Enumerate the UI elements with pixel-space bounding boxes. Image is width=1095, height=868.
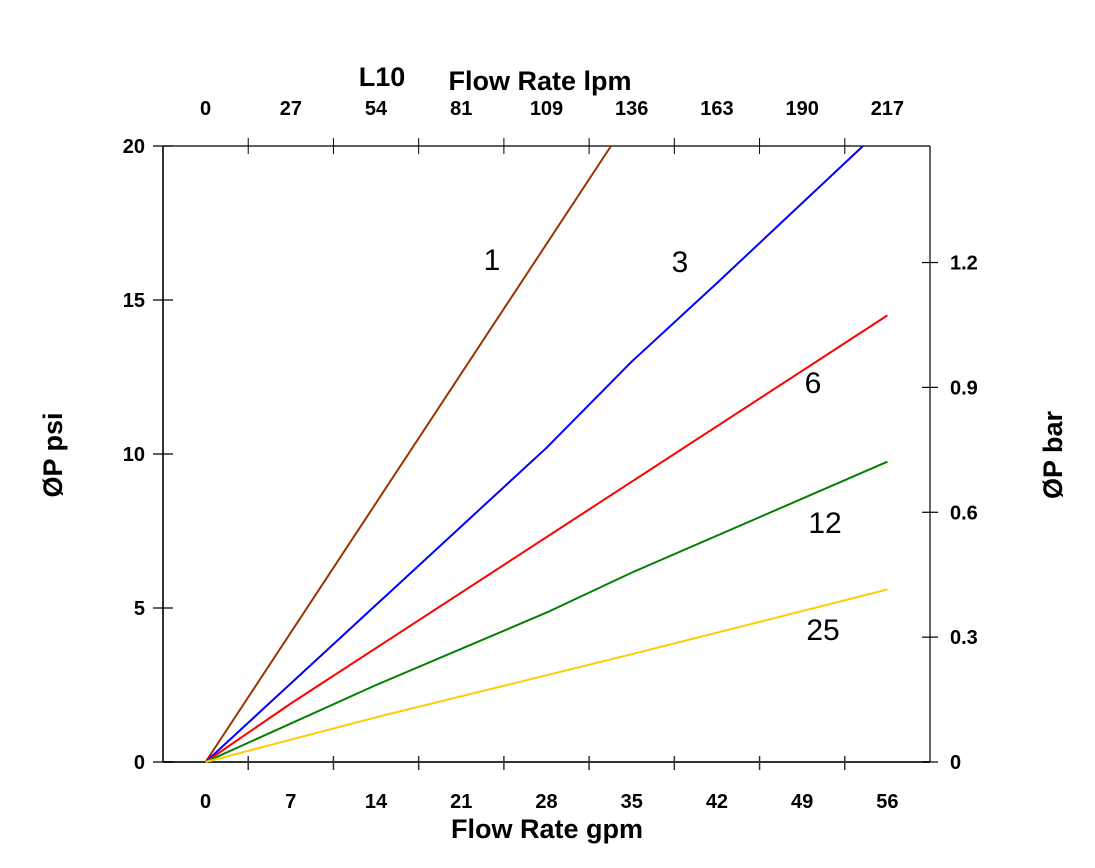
series-label-25: 25 bbox=[806, 614, 839, 647]
right-tick-label: 0.6 bbox=[950, 502, 978, 524]
series-line-25 bbox=[205, 588, 888, 763]
top-tick-label: 217 bbox=[871, 98, 904, 120]
right-tick-label: 0.9 bbox=[950, 377, 978, 399]
right-axis-title: ØP bar bbox=[1038, 410, 1068, 499]
series-line-12 bbox=[205, 460, 888, 763]
left-tick-label: 20 bbox=[123, 136, 145, 158]
top-axis-title: Flow Rate lpm bbox=[448, 66, 631, 96]
left-axis-title: ØP psi bbox=[38, 412, 68, 497]
top-tick-label: 190 bbox=[785, 98, 818, 120]
top-tick-label: 0 bbox=[200, 98, 211, 120]
right-tick-label: 0 bbox=[950, 752, 961, 774]
bottom-tick-label: 21 bbox=[450, 791, 472, 813]
right-tick-label: 1.2 bbox=[950, 253, 978, 275]
series-labels: 1 3 6 12 25 bbox=[484, 244, 842, 647]
left-tick-label: 5 bbox=[134, 598, 145, 620]
bottom-tick-label: 42 bbox=[706, 791, 728, 813]
bottom-tick-label: 56 bbox=[876, 791, 898, 813]
bottom-tick-label: 35 bbox=[621, 791, 643, 813]
series-label-6: 6 bbox=[805, 367, 822, 400]
top-tick-label: 81 bbox=[450, 98, 472, 120]
left-tick-label: 0 bbox=[134, 752, 145, 774]
bottom-tick-label: 49 bbox=[791, 791, 813, 813]
chart-title: L10 bbox=[359, 62, 406, 92]
series-lines bbox=[204, 145, 888, 763]
top-tick-label: 27 bbox=[280, 98, 302, 120]
series-line-6 bbox=[205, 314, 888, 763]
series-label-1: 1 bbox=[484, 244, 501, 277]
bottom-axis-title: Flow Rate gpm bbox=[451, 814, 643, 844]
ticks: 0 7 14 21 28 35 42 49 560 27 54 81 109 136 163 190 21705… bbox=[123, 98, 978, 813]
top-tick-label: 163 bbox=[700, 98, 733, 120]
left-tick-label: 10 bbox=[123, 444, 145, 466]
right-tick-label: 0.3 bbox=[950, 627, 978, 649]
series-line-1 bbox=[204, 145, 612, 763]
axes bbox=[162, 145, 931, 763]
series-label-12: 12 bbox=[808, 507, 841, 540]
series-label-3: 3 bbox=[672, 246, 689, 279]
bottom-tick-label: 14 bbox=[365, 791, 388, 813]
left-tick-label: 15 bbox=[123, 290, 145, 312]
top-tick-label: 136 bbox=[615, 98, 648, 120]
bottom-tick-label: 28 bbox=[535, 791, 557, 813]
bottom-tick-label: 0 bbox=[200, 791, 211, 813]
top-tick-label: 109 bbox=[530, 98, 563, 120]
bottom-tick-label: 7 bbox=[285, 791, 296, 813]
top-tick-label: 54 bbox=[365, 98, 388, 120]
series-line-3 bbox=[204, 145, 864, 763]
